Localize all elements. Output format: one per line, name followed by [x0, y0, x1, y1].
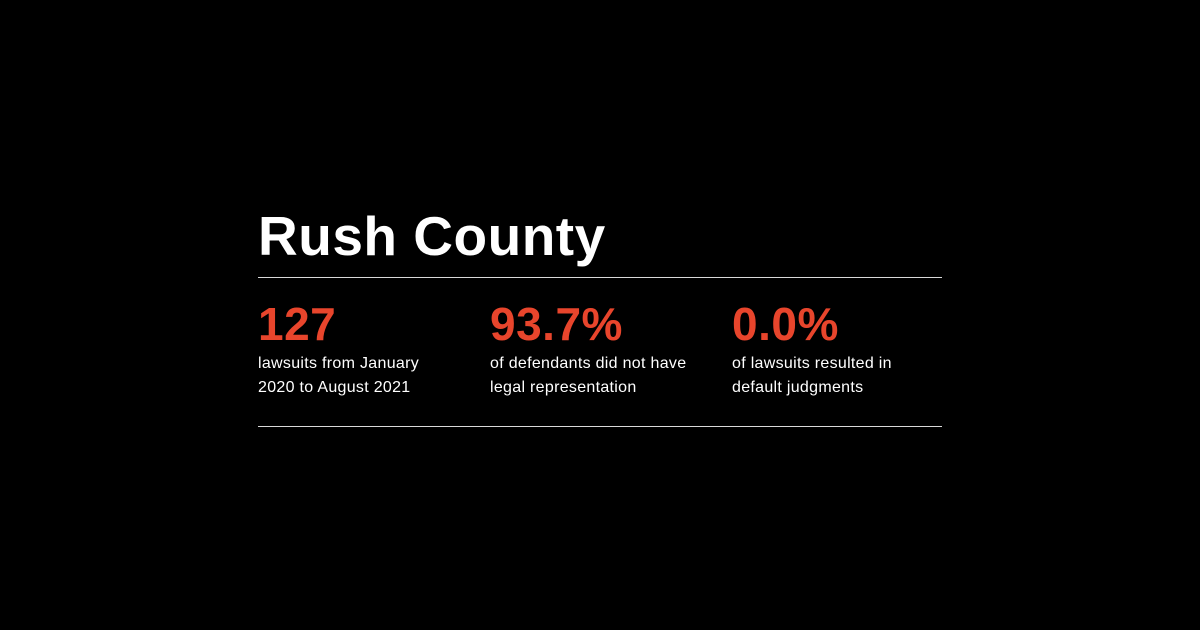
county-title: Rush County — [258, 205, 606, 267]
stat-label: lawsuits from January 2020 to August 202… — [258, 355, 420, 396]
county-summary-card: Rush County 127 lawsuits from January 20… — [258, 203, 942, 427]
stat-value: 0.0% — [732, 298, 839, 350]
bottom-divider — [258, 426, 942, 427]
stat-lawsuit-count: 127 lawsuits from January 2020 to August… — [258, 300, 458, 400]
top-divider — [258, 277, 942, 278]
stat-label: of lawsuits resulted in default judgment… — [732, 355, 892, 396]
stat-no-representation: 93.7% of defendants did not have legal r… — [490, 300, 710, 400]
stat-value: 127 — [258, 298, 337, 350]
stat-value: 93.7% — [490, 298, 623, 350]
stat-label: of defendants did not have legal represe… — [490, 355, 687, 396]
stats-row: 127 lawsuits from January 2020 to August… — [258, 278, 942, 426]
stat-default-judgments: 0.0% of lawsuits resulted in default jud… — [732, 300, 942, 400]
